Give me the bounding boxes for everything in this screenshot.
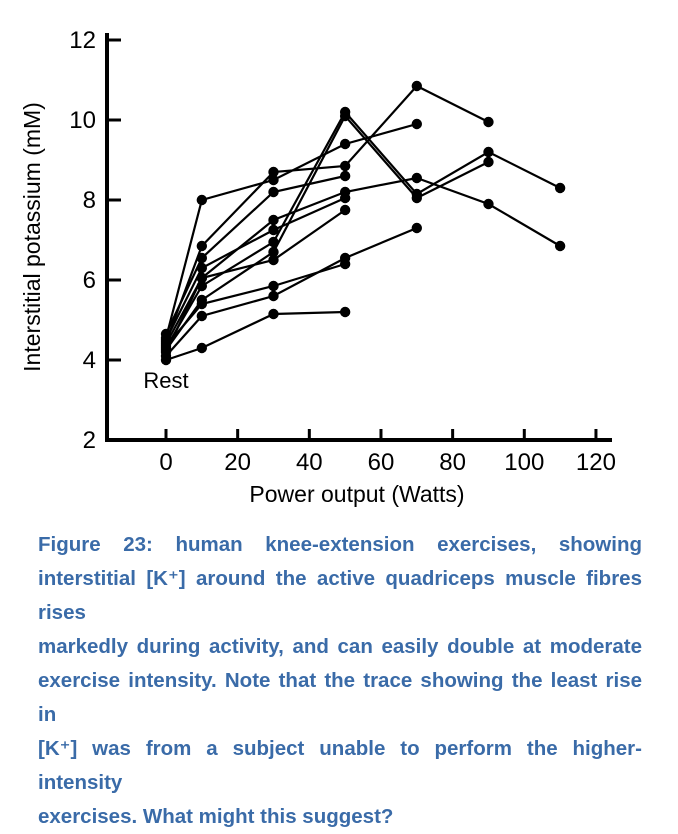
data-point: [268, 246, 279, 258]
caption-line-1: Figure 23: human knee-extension exercise…: [38, 533, 642, 556]
data-point: [268, 214, 279, 226]
data-point: [268, 308, 279, 320]
data-point: [411, 118, 423, 130]
data-point: [196, 298, 208, 310]
data-point: [339, 160, 351, 172]
series-line-subject-1: [164, 84, 489, 343]
series-line-subject-10: [165, 262, 346, 347]
series-line-subject-5: [165, 176, 561, 353]
data-point: [339, 192, 351, 204]
data-point: [483, 198, 494, 210]
figure-caption: Figure 23: human knee-extension exercise…: [38, 528, 642, 834]
data-point: [411, 172, 423, 184]
series-line-subject-9: [165, 209, 346, 345]
caption-line-3: markedly during activity, and can easily…: [38, 635, 642, 658]
data-point: [411, 192, 423, 204]
data-point: [483, 146, 494, 158]
series-line-subject-11: [165, 310, 346, 362]
data-point: [196, 252, 208, 264]
rest-annotation: Rest: [143, 368, 188, 393]
data-point: [339, 306, 351, 318]
data-point: [554, 182, 566, 194]
figure-23-chart: 2 4 6 8 10 12 0 20 40 60 80 100 120 Power output (Wat…: [19, 27, 616, 507]
caption-line-4: exercise intensity. Note that the trace …: [38, 669, 642, 726]
y-tick-label: 2: [83, 427, 96, 454]
data-point: [268, 224, 279, 236]
y-tick-label: 12: [69, 27, 96, 54]
y-tick-label: 10: [69, 107, 96, 134]
y-tick-label: 4: [83, 347, 96, 374]
data-point: [339, 204, 351, 216]
data-point: [411, 80, 423, 92]
series-line-subject-7: [165, 174, 346, 335]
data-point: [160, 340, 172, 352]
data-point: [268, 236, 279, 248]
caption-line-2: interstitial [K⁺] around the active quad…: [38, 567, 642, 624]
data-point: [268, 186, 279, 198]
data-point: [196, 262, 208, 274]
x-axis-label: Power output (Watts): [249, 481, 464, 507]
data-point: [483, 156, 494, 168]
x-tick-label: 0: [159, 449, 172, 476]
data-point: [268, 290, 279, 302]
y-axis-label: Interstitial potassium (mM): [19, 102, 45, 372]
data-point: [196, 194, 208, 206]
data-point: [339, 170, 351, 182]
data-point: [160, 354, 172, 366]
data-point: [196, 310, 208, 322]
x-tick-label: 80: [439, 449, 466, 476]
x-tick-label: 20: [224, 449, 251, 476]
data-point: [339, 138, 351, 150]
y-tick-label: 8: [83, 187, 96, 214]
data-point: [339, 258, 351, 270]
y-tick-label: 6: [83, 267, 96, 294]
data-point: [268, 254, 279, 266]
x-tick-label: 120: [576, 449, 616, 476]
data-point: [483, 116, 494, 128]
caption-line-5: [K⁺] was from a subject unable to perfor…: [38, 737, 642, 794]
data-point: [339, 110, 351, 122]
data-point: [196, 240, 208, 252]
series-line-subject-8: [165, 196, 346, 341]
axis-frame: [105, 33, 612, 442]
data-point: [268, 174, 279, 186]
data-point: [196, 272, 208, 284]
caption-line-6: exercises. What might this suggest?: [38, 805, 394, 828]
x-tick-label: 100: [504, 449, 544, 476]
data-point: [268, 280, 279, 292]
data-point: [196, 342, 208, 354]
x-tick-label: 40: [296, 449, 323, 476]
x-tick-label: 60: [368, 449, 395, 476]
data-point: [554, 240, 566, 252]
data-point: [411, 222, 423, 234]
data-point: [268, 166, 279, 178]
